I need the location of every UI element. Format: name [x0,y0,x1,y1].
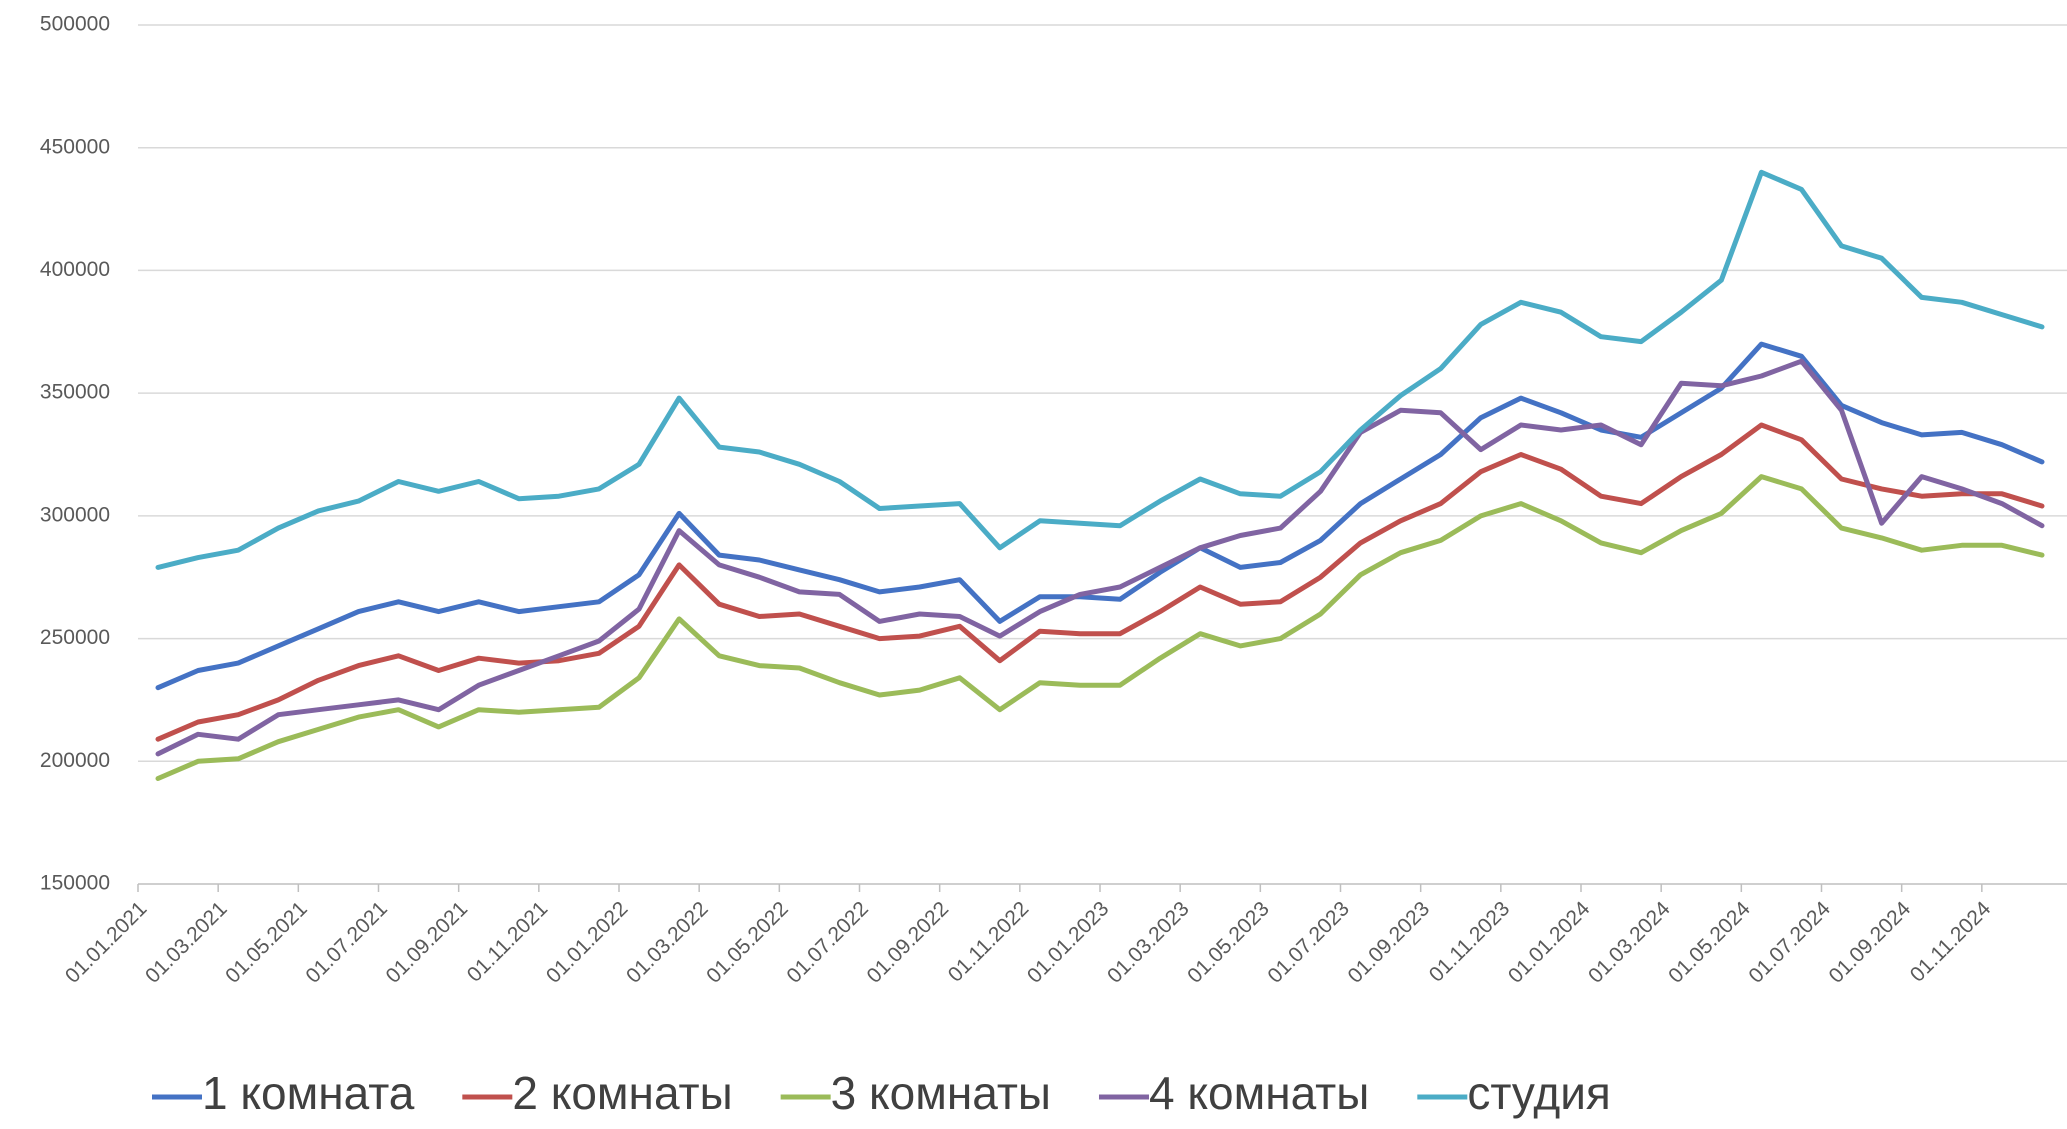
y-tick-label: 400000 [40,258,110,281]
y-tick-label: 450000 [40,135,110,158]
series-line [155,422,2045,742]
legend-label: 2 комнаты [512,1067,732,1119]
x-tick-label: 01.11.2022 [944,897,1033,986]
x-tick-label: 01.07.2023 [1263,897,1354,988]
series-line [155,169,2045,570]
x-tick-label: 01.11.2023 [1425,897,1514,986]
y-tick-label: 250000 [40,626,110,649]
x-tick-label: 01.11.2024 [1906,897,1996,987]
x-tick-label: 01.11.2021 [463,897,552,986]
x-tick-label: 01.07.2024 [1744,897,1835,988]
series-line [155,358,2045,757]
legend-label: 3 комнаты [831,1067,1051,1119]
legend-label: 4 комнаты [1149,1067,1369,1119]
x-tick-label: 01.07.2022 [782,897,873,988]
y-tick-label: 300000 [40,503,110,526]
y-tick-label: 350000 [40,381,110,404]
x-tick-label: 01.01.2021 [61,897,152,988]
series-line [155,474,2045,781]
x-tick-label: 01.09.2022 [863,897,954,988]
legend-label: 1 комната [202,1067,415,1119]
x-tick-label: 01.07.2021 [301,897,392,988]
x-tick-label: 01.05.2023 [1183,897,1274,988]
y-tick-label: 200000 [40,749,110,772]
y-tick-label: 500000 [40,13,110,36]
x-tick-label: 01.05.2022 [702,897,793,988]
x-tick-label: 01.05.2024 [1664,897,1755,988]
legend-label: студия [1467,1067,1611,1119]
x-tick-label: 01.03.2022 [622,897,713,988]
x-tick-label: 01.09.2023 [1344,897,1435,988]
x-tick-label: 01.09.2021 [382,897,473,988]
x-tick-label: 01.01.2023 [1023,897,1114,988]
x-tick-label: 01.03.2023 [1103,897,1194,988]
x-tick-label: 01.01.2022 [542,897,633,988]
x-tick-label: 01.03.2021 [141,897,232,988]
x-tick-label: 01.05.2021 [221,897,312,988]
y-tick-label: 150000 [40,872,110,895]
series-line [155,341,2045,691]
x-tick-label: 01.09.2024 [1825,897,1916,988]
x-tick-label: 01.03.2024 [1584,897,1675,988]
x-tick-label: 01.01.2024 [1504,897,1595,988]
